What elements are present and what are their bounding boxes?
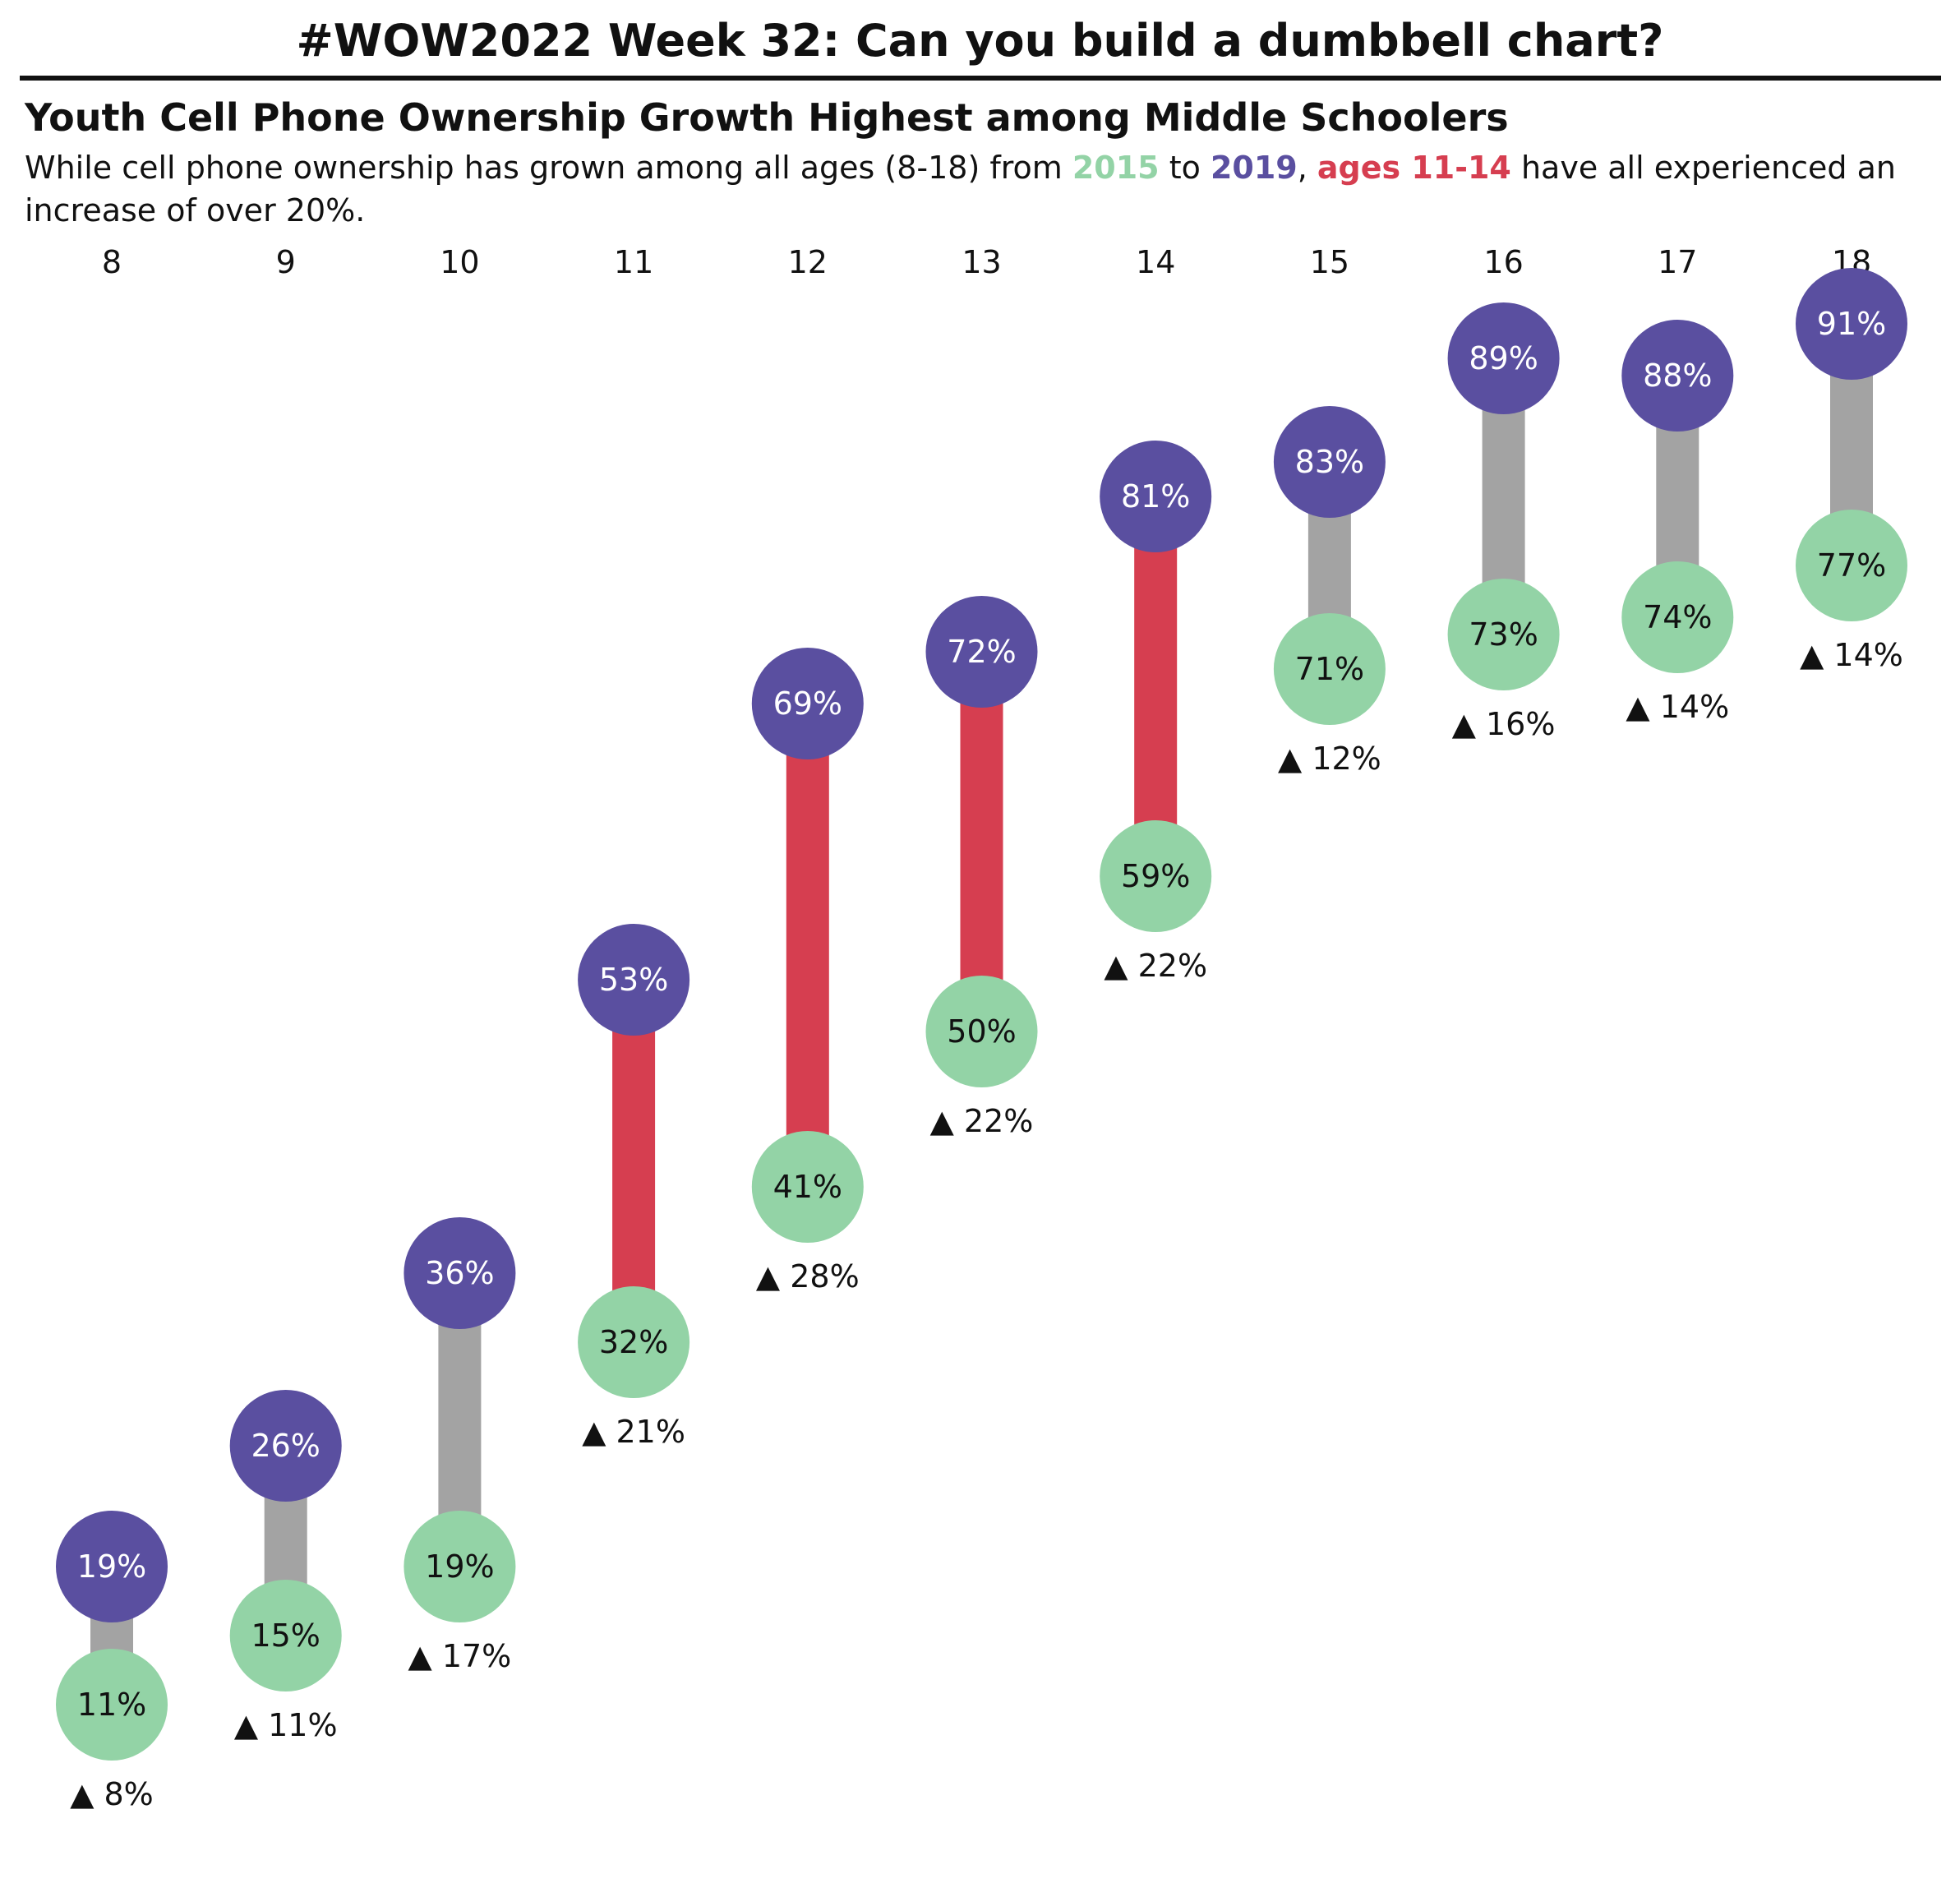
value-label-2015: 71%	[1295, 651, 1364, 687]
marker-2015	[1273, 613, 1386, 725]
marker-2019	[578, 924, 690, 1036]
chart-subtitle: Youth Cell Phone Ownership Growth Highes…	[25, 95, 1509, 140]
description-text: to	[1159, 150, 1211, 186]
marker-2015	[1621, 561, 1734, 673]
value-label-2015: 11%	[77, 1687, 146, 1723]
age-tick-label: 12	[788, 244, 828, 280]
marker-2019	[1796, 268, 1907, 380]
value-label-2015: 19%	[425, 1548, 494, 1585]
age-tick-label: 9	[276, 244, 296, 280]
value-label-2019: 19%	[77, 1548, 146, 1585]
marker-2019	[404, 1217, 516, 1329]
dumbbell-connector	[786, 704, 829, 1187]
chart-description: While cell phone ownership has grown amo…	[25, 146, 1915, 232]
age-tick-label: 8	[102, 244, 122, 280]
description-year-2015: 2015	[1072, 150, 1160, 186]
value-label-2019: 89%	[1469, 340, 1538, 376]
change-label: ▲ 28%	[756, 1258, 860, 1295]
value-label-2015: 15%	[251, 1618, 320, 1654]
marker-2019	[1447, 302, 1560, 414]
change-label: ▲ 14%	[1800, 637, 1903, 673]
value-label-2015: 32%	[599, 1324, 668, 1360]
value-label-2019: 36%	[425, 1255, 494, 1291]
marker-2019	[229, 1390, 342, 1502]
age-tick-label: 14	[1136, 244, 1175, 280]
title-divider	[20, 76, 1941, 81]
age-tick-label: 16	[1483, 244, 1523, 280]
dumbbell-connector	[960, 652, 1003, 1031]
age-tick-label: 15	[1310, 244, 1349, 280]
change-label: ▲ 17%	[408, 1638, 512, 1674]
value-label-2019: 69%	[773, 685, 842, 722]
value-label-2015: 50%	[947, 1013, 1016, 1050]
marker-2015	[229, 1580, 342, 1691]
marker-2015	[1447, 579, 1560, 690]
value-label-2015: 59%	[1121, 858, 1190, 894]
marker-2019	[56, 1511, 168, 1622]
marker-2019	[925, 596, 1038, 708]
change-label: ▲ 21%	[582, 1414, 685, 1450]
marker-2015	[751, 1131, 864, 1243]
marker-2015	[925, 976, 1038, 1087]
change-label: ▲ 22%	[1104, 948, 1207, 984]
marker-2019	[1100, 441, 1212, 552]
age-tick-label: 17	[1658, 244, 1697, 280]
value-label-2019: 53%	[599, 962, 668, 998]
description-text: ,	[1297, 150, 1317, 186]
description-year-2019: 2019	[1210, 150, 1298, 186]
marker-2019	[1273, 406, 1386, 518]
age-tick-label: 10	[440, 244, 479, 280]
value-label-2015: 73%	[1469, 616, 1538, 653]
marker-2019	[1621, 320, 1734, 432]
marker-2015	[1100, 820, 1212, 932]
change-label: ▲ 14%	[1626, 689, 1729, 725]
change-label: ▲ 16%	[1452, 706, 1556, 742]
value-label-2015: 74%	[1643, 599, 1712, 635]
value-label-2015: 77%	[1817, 547, 1886, 584]
chart-title: #WOW2022 Week 32: Can you build a dumbbe…	[296, 15, 1664, 67]
marker-2015	[1796, 510, 1907, 621]
value-label-2019: 81%	[1121, 478, 1190, 515]
age-tick-label: 13	[962, 244, 1001, 280]
value-label-2019: 72%	[947, 634, 1016, 670]
value-label-2015: 41%	[773, 1169, 842, 1205]
dumbbell-connector	[612, 980, 656, 1342]
value-label-2019: 26%	[251, 1428, 320, 1464]
value-label-2019: 91%	[1817, 306, 1886, 342]
change-label: ▲ 8%	[70, 1776, 154, 1812]
marker-2015	[56, 1649, 168, 1761]
change-label: ▲ 12%	[1278, 741, 1381, 777]
description-text: While cell phone ownership has grown amo…	[25, 150, 1072, 186]
age-tick-label: 11	[614, 244, 653, 280]
change-label: ▲ 22%	[930, 1103, 1034, 1139]
description-highlight-ages: ages 11-14	[1317, 150, 1511, 186]
description-text: have all experienced an increase of over…	[25, 150, 1896, 228]
value-label-2019: 88%	[1643, 358, 1712, 394]
marker-2015	[578, 1286, 690, 1398]
dumbbell-connector	[1134, 496, 1178, 876]
change-label: ▲ 11%	[234, 1707, 338, 1743]
marker-2015	[404, 1511, 516, 1622]
marker-2019	[751, 648, 864, 759]
value-label-2019: 83%	[1295, 444, 1364, 480]
